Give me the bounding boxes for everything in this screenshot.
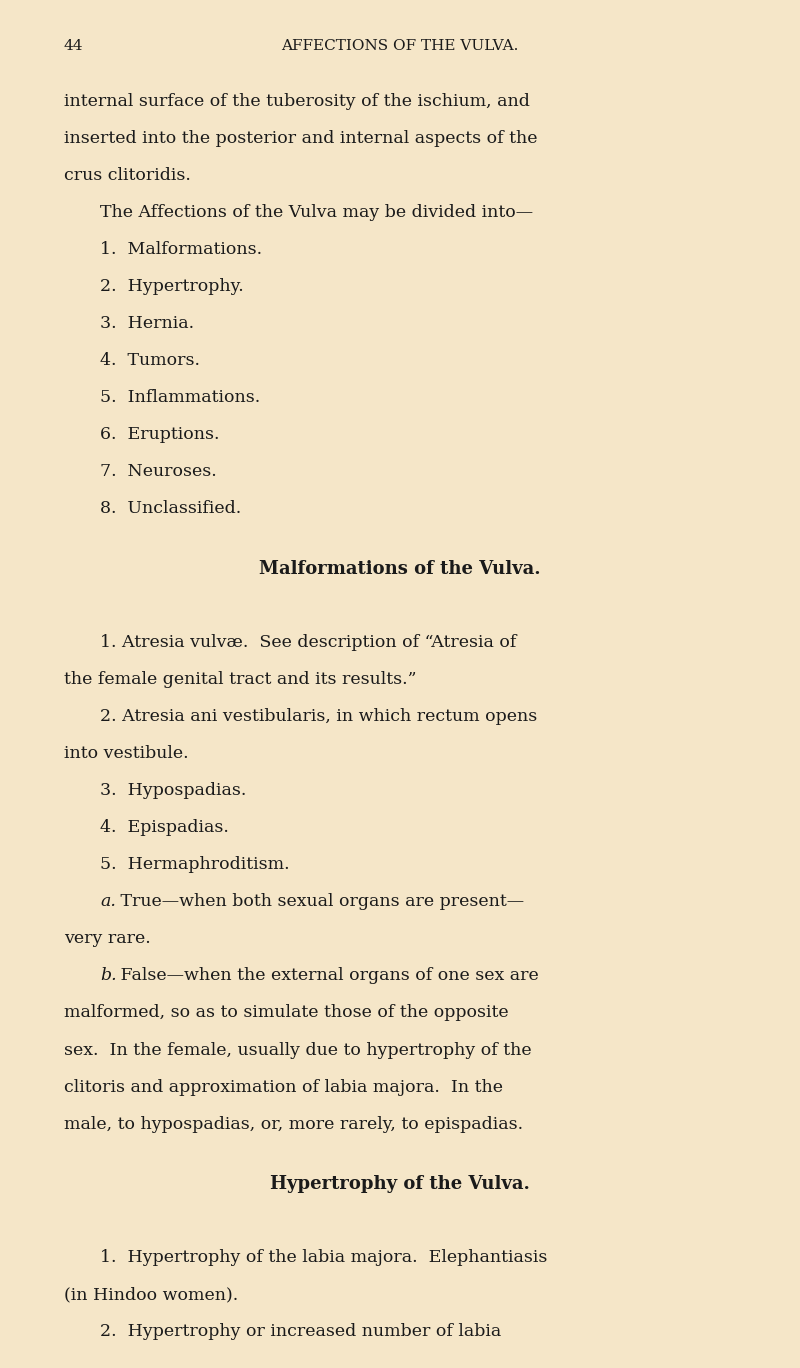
Text: 7.  Neuroses.: 7. Neuroses.	[100, 464, 217, 480]
Text: Malformations of the Vulva.: Malformations of the Vulva.	[259, 560, 541, 577]
Text: 4.  Tumors.: 4. Tumors.	[100, 352, 200, 369]
Text: AFFECTIONS OF THE VULVA.: AFFECTIONS OF THE VULVA.	[282, 40, 518, 53]
Text: very rare.: very rare.	[64, 930, 150, 947]
Text: internal surface of the tuberosity of the ischium, and: internal surface of the tuberosity of th…	[64, 93, 530, 109]
Text: male, to hypospadias, or, more rarely, to epispadias.: male, to hypospadias, or, more rarely, t…	[64, 1116, 523, 1133]
Text: 8.  Unclassified.: 8. Unclassified.	[100, 501, 242, 517]
Text: 1.  Hypertrophy of the labia majora.  Elephantiasis: 1. Hypertrophy of the labia majora. Elep…	[100, 1249, 547, 1265]
Text: (in Hindoo women).: (in Hindoo women).	[64, 1286, 238, 1304]
Text: clitoris and approximation of labia majora.  In the: clitoris and approximation of labia majo…	[64, 1078, 503, 1096]
Text: 3.  Hernia.: 3. Hernia.	[100, 315, 194, 332]
Text: inserted into the posterior and internal aspects of the: inserted into the posterior and internal…	[64, 130, 538, 146]
Text: 2.  Hypertrophy.: 2. Hypertrophy.	[100, 278, 244, 295]
Text: crus clitoridis.: crus clitoridis.	[64, 167, 191, 183]
Text: malformed, so as to simulate those of the opposite: malformed, so as to simulate those of th…	[64, 1004, 509, 1022]
Text: sex.  In the female, usually due to hypertrophy of the: sex. In the female, usually due to hyper…	[64, 1041, 532, 1059]
Text: the female genital tract and its results.”: the female genital tract and its results…	[64, 670, 417, 688]
Text: 4.  Epispadias.: 4. Epispadias.	[100, 819, 229, 836]
Text: 3.  Hypospadias.: 3. Hypospadias.	[100, 782, 246, 799]
Text: 6.  Eruptions.: 6. Eruptions.	[100, 427, 219, 443]
Text: into vestibule.: into vestibule.	[64, 746, 189, 762]
Text: 2.  Hypertrophy or increased number of labia: 2. Hypertrophy or increased number of la…	[100, 1323, 502, 1341]
Text: The Affections of the Vulva may be divided into—: The Affections of the Vulva may be divid…	[100, 204, 533, 220]
Text: 2. Atresia ani vestibularis, in which rectum opens: 2. Atresia ani vestibularis, in which re…	[100, 707, 538, 725]
Text: True—when both sexual organs are present—: True—when both sexual organs are present…	[115, 893, 524, 910]
Text: 1. Atresia vulvæ.  See description of “Atresia of: 1. Atresia vulvæ. See description of “At…	[100, 633, 516, 651]
Text: 5.  Inflammations.: 5. Inflammations.	[100, 389, 260, 406]
Text: b.: b.	[100, 967, 117, 985]
Text: 44: 44	[64, 40, 83, 53]
Text: 1.  Malformations.: 1. Malformations.	[100, 241, 262, 259]
Text: a.: a.	[100, 893, 116, 910]
Text: 5.  Hermaphroditism.: 5. Hermaphroditism.	[100, 856, 290, 873]
Text: False—when the external organs of one sex are: False—when the external organs of one se…	[115, 967, 539, 985]
Text: Hypertrophy of the Vulva.: Hypertrophy of the Vulva.	[270, 1175, 530, 1193]
